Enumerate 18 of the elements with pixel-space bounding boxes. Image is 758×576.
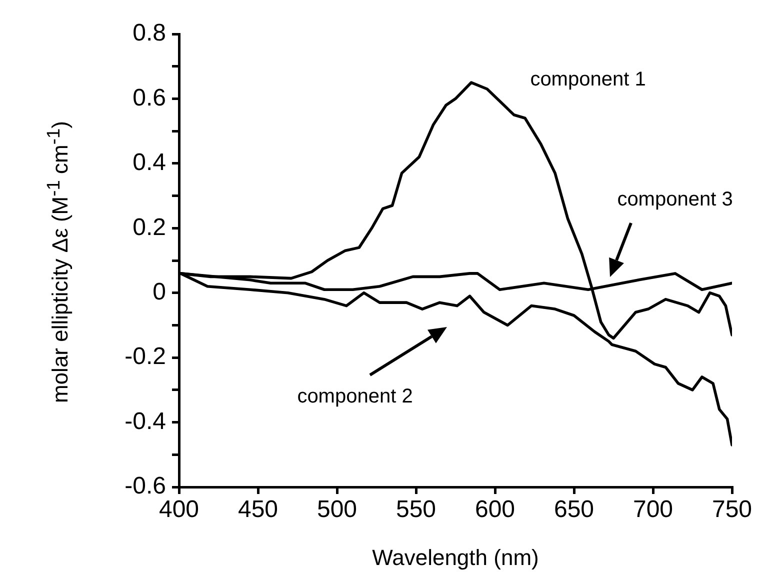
x-tick-label: 650: [554, 496, 594, 524]
x-tick-label: 600: [474, 496, 516, 524]
x-axis-title: Wavelength (nm): [372, 544, 539, 570]
y-tick-label: -0.4: [124, 408, 166, 435]
x-tick-label: 750: [712, 496, 752, 524]
annotation: component 1: [530, 68, 646, 91]
annotation: component 3: [617, 188, 733, 211]
y-tick-label: 0: [152, 278, 166, 306]
y-tick-label: 0.8: [132, 20, 166, 47]
annotation: component 2: [297, 386, 413, 408]
x-tick-label: 500: [316, 496, 358, 524]
x-tick-label: 450: [238, 496, 278, 524]
x-tick-label: 550: [396, 496, 436, 524]
y-tick-label: 0.6: [132, 84, 166, 112]
y-tick-label: 0.2: [132, 214, 166, 241]
y-tick-label: 0.4: [132, 149, 166, 176]
x-tick-label: 700: [632, 496, 674, 524]
y-tick-label: -0.2: [124, 343, 166, 370]
